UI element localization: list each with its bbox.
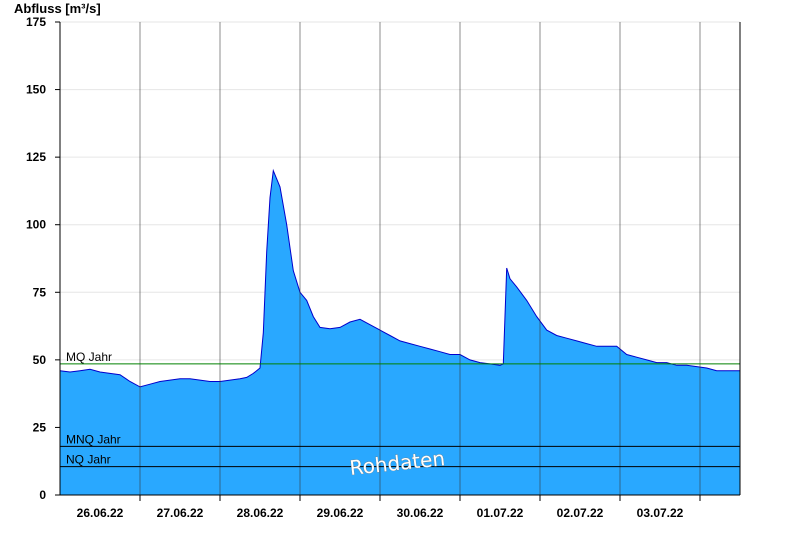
reference-line-label: MQ Jahr [66, 350, 112, 364]
grid [60, 21, 740, 428]
x-tick-label: 30.06.22 [397, 506, 444, 520]
x-tick-label: 01.07.22 [477, 506, 524, 520]
x-tick-labels: 26.06.22 27.06.22 28.06.22 29.06.22 30.06.22… [77, 506, 684, 520]
reference-lines: MQ Jahr MNQ Jahr NQ Jahr [60, 350, 740, 468]
y-tick-label: 100 [26, 218, 46, 232]
y-tick-label: 150 [26, 83, 46, 97]
y-tick-label: 0 [39, 488, 46, 502]
area-fill [60, 170, 740, 495]
y-tick-label: 125 [26, 150, 46, 164]
axes [55, 21, 741, 501]
day-boundary-lines [139, 22, 701, 495]
x-tick-label: 28.06.22 [237, 506, 284, 520]
x-tick-label: 02.07.22 [557, 506, 604, 520]
reference-line-label: MNQ Jahr [66, 432, 121, 446]
x-tick-label: 26.06.22 [77, 506, 124, 520]
y-tick-label: 50 [33, 353, 47, 367]
y-axis-label: Abfluss [m³/s] [14, 1, 101, 16]
x-tick-label: 03.07.22 [637, 506, 684, 520]
y-tick-label: 75 [33, 285, 47, 299]
y-tick-labels: 0 25 50 75 100 125 150 175 [26, 15, 46, 502]
y-tick-label: 175 [26, 15, 46, 29]
x-tick-label: 27.06.22 [157, 506, 204, 520]
y-tick-label: 25 [33, 420, 47, 434]
reference-line-label: NQ Jahr [66, 453, 111, 467]
x-tick-label: 29.06.22 [317, 506, 364, 520]
